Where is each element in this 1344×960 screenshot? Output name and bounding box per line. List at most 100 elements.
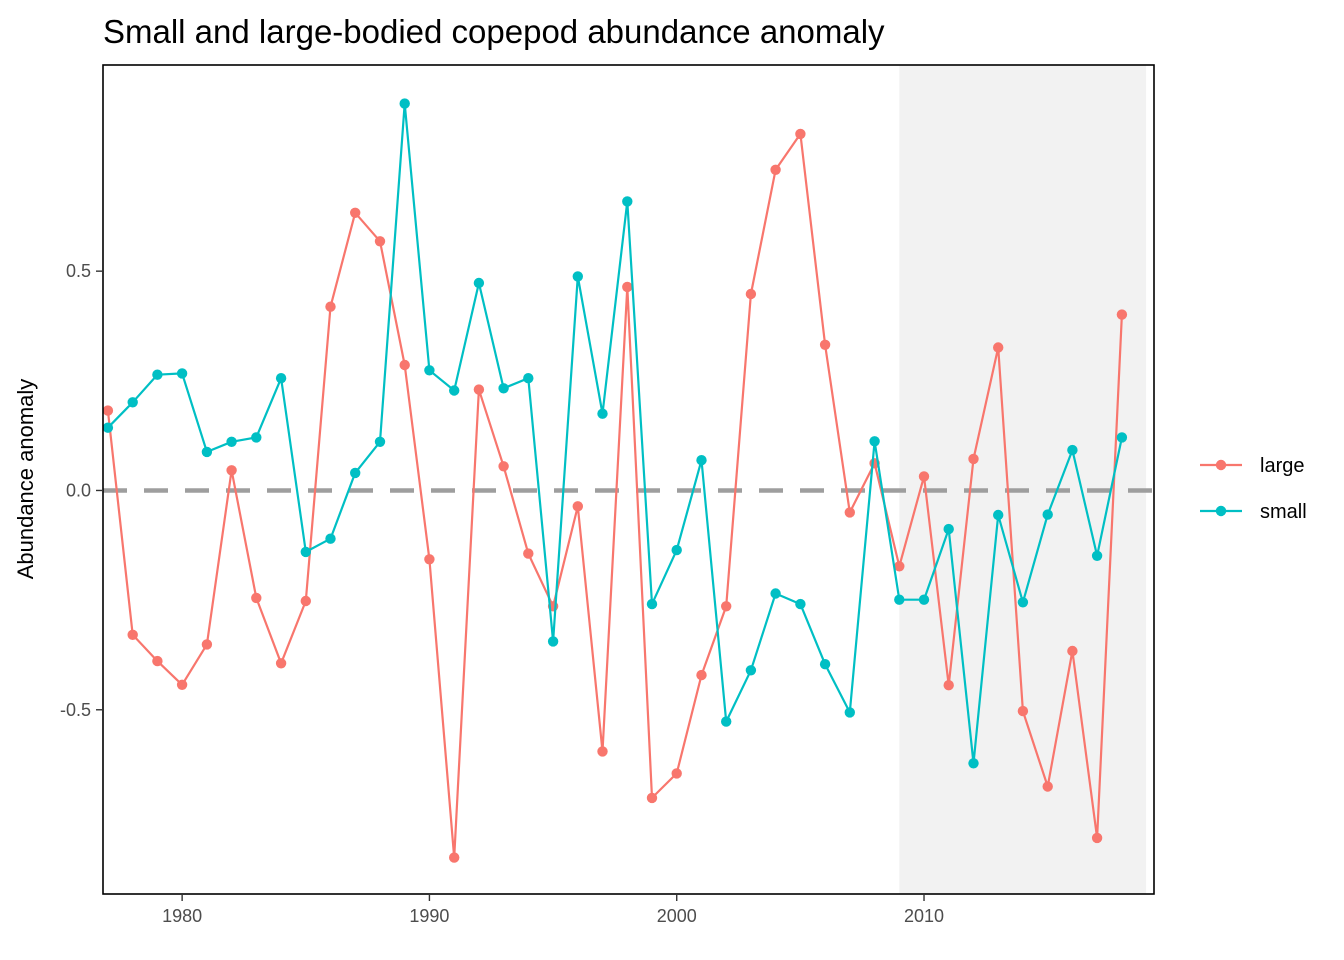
x-tick-label-2010: 2010 (904, 906, 944, 926)
data-point-small-1994 (523, 373, 534, 384)
data-point-large-1980 (176, 679, 188, 690)
panel-border (102, 64, 1155, 895)
data-point-small-1987 (350, 467, 361, 479)
data-point-small-1991 (449, 385, 460, 396)
data-point-small-2003 (745, 665, 757, 676)
data-point-small-2015 (1042, 509, 1053, 520)
data-point-small-2009 (894, 594, 905, 605)
data-point-large-2001 (696, 669, 707, 681)
data-point-large-2011 (943, 680, 954, 691)
data-point-large-1991 (449, 852, 460, 863)
data-point-small-2017 (1091, 550, 1103, 561)
data-point-small-1984 (275, 373, 287, 384)
data-point-large-1986 (325, 301, 336, 312)
data-point-large-2012 (968, 453, 979, 465)
data-point-large-1996 (572, 501, 583, 512)
data-point-large-1981 (201, 639, 213, 650)
legend: large small (1200, 455, 1307, 523)
data-point-small-2012 (968, 758, 979, 769)
shaded-region (899, 65, 1147, 894)
data-point-large-1985 (300, 595, 311, 607)
data-point-small-1992 (473, 277, 485, 289)
data-point-small-1995 (547, 636, 559, 647)
y-axis: -0.5 0.0 0.5 (60, 261, 103, 720)
data-point-large-2015 (1042, 781, 1053, 792)
data-point-large-1990 (424, 554, 435, 565)
data-point-large-2006 (819, 339, 831, 350)
data-point-large-1998 (622, 281, 633, 293)
data-point-small-2006 (819, 659, 831, 670)
data-point-small-2013 (993, 509, 1004, 521)
data-point-small-2008 (869, 436, 880, 447)
data-point-small-1977 (102, 422, 114, 433)
chart-title: Small and large-bodied copepod abundance… (103, 13, 885, 50)
data-point-small-1978 (127, 397, 138, 408)
data-point-large-2003 (745, 288, 757, 300)
data-point-large-2017 (1091, 832, 1103, 844)
data-point-small-2005 (795, 598, 806, 610)
data-point-large-1992 (473, 384, 485, 395)
legend-item-small: small (1200, 501, 1307, 523)
x-tick-label-1990: 1990 (409, 906, 449, 926)
data-point-small-1980 (176, 368, 188, 379)
data-point-large-2005 (795, 128, 806, 140)
data-point-large-1994 (523, 548, 534, 559)
data-point-small-1998 (622, 196, 633, 207)
data-point-large-2018 (1116, 309, 1128, 320)
data-point-small-2016 (1067, 444, 1078, 456)
data-point-small-1993 (498, 383, 509, 394)
legend-label-small: small (1260, 501, 1307, 523)
data-point-small-2002 (721, 716, 732, 727)
data-point-large-2014 (1017, 705, 1029, 717)
data-point-large-2007 (844, 507, 855, 518)
data-point-small-1999 (646, 598, 658, 610)
data-point-large-2013 (993, 342, 1004, 353)
data-point-large-2002 (721, 601, 732, 612)
data-point-large-1993 (498, 461, 509, 472)
data-point-small-1985 (300, 546, 311, 558)
data-point-large-1978 (127, 629, 138, 640)
data-point-small-1979 (152, 369, 163, 380)
data-point-large-1987 (350, 207, 361, 218)
data-point-small-1988 (374, 436, 386, 447)
data-point-large-1983 (251, 592, 262, 604)
data-point-small-1996 (572, 271, 583, 282)
data-point-small-2004 (770, 588, 781, 599)
data-point-small-2011 (943, 523, 954, 535)
data-point-small-2001 (696, 455, 707, 466)
series-large (102, 128, 1128, 863)
data-point-large-1977 (102, 405, 114, 416)
data-point-large-1989 (399, 359, 410, 371)
legend-item-large: large (1200, 455, 1304, 477)
data-point-large-1984 (275, 658, 287, 669)
data-point-small-2014 (1017, 597, 1029, 608)
series-layer (102, 98, 1128, 863)
y-tick-label-0.0: 0.0 (66, 480, 91, 500)
x-tick-label-1980: 1980 (162, 906, 202, 926)
plot-panel (102, 64, 1155, 895)
data-point-small-1982 (226, 436, 237, 447)
data-point-small-1983 (251, 432, 262, 443)
data-point-small-1986 (325, 533, 336, 544)
series-line-small (107, 102, 1123, 765)
y-axis-title: Abundance anomaly (13, 379, 38, 580)
series-small (102, 98, 1128, 769)
data-point-large-2016 (1067, 645, 1078, 657)
data-point-small-1989 (399, 98, 410, 109)
data-point-small-2018 (1116, 432, 1128, 443)
data-point-large-1997 (597, 746, 608, 757)
legend-key-point-large (1215, 459, 1227, 471)
data-point-small-2007 (844, 707, 855, 718)
data-point-large-1982 (226, 465, 237, 476)
series-line-large (106, 132, 1123, 859)
data-point-large-2010 (918, 471, 930, 482)
data-point-small-2010 (918, 594, 930, 605)
x-tick-label-2000: 2000 (657, 906, 697, 926)
data-point-large-2004 (770, 164, 781, 175)
data-point-large-1988 (374, 236, 386, 247)
data-point-large-2000 (671, 768, 682, 779)
x-axis: 1980 1990 2000 2010 (162, 894, 944, 926)
y-tick-label--0.5: -0.5 (60, 700, 91, 720)
legend-key-point-small (1215, 505, 1227, 517)
